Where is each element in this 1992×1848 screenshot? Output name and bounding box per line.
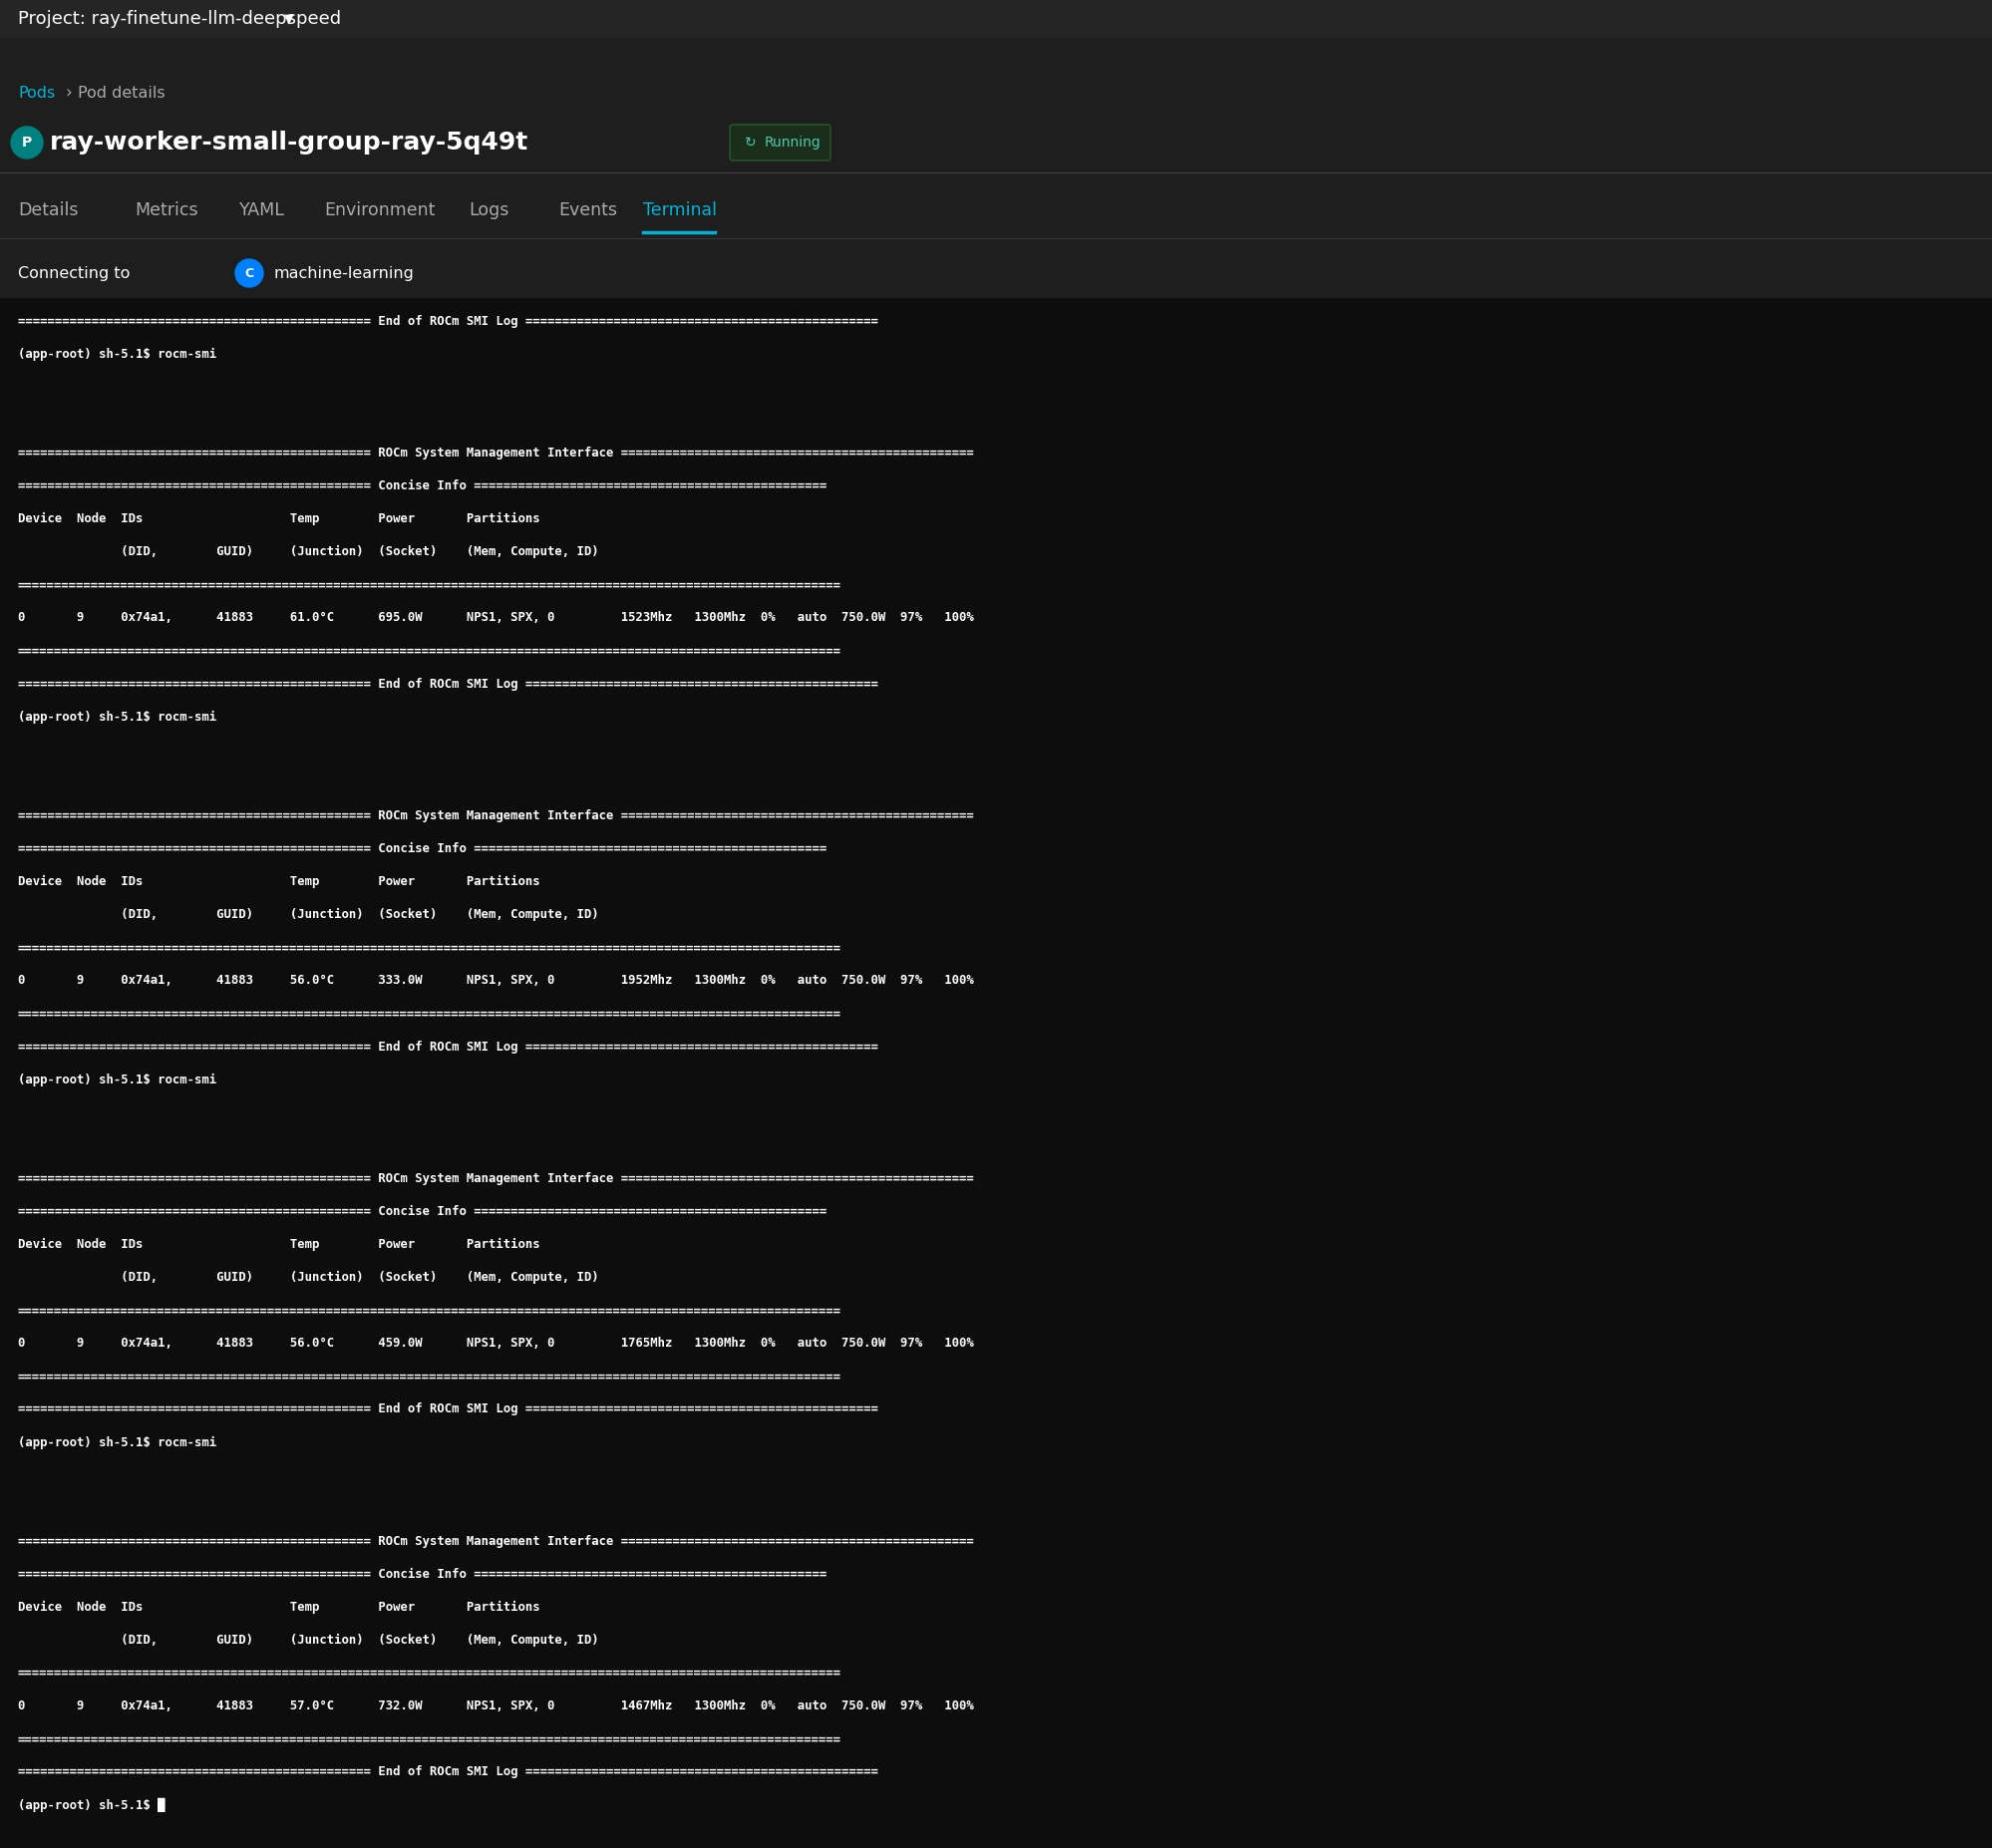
- Text: ================================================================================: ========================================…: [18, 1667, 841, 1680]
- Text: (app-root) sh-5.1$ rocm-smi: (app-root) sh-5.1$ rocm-smi: [18, 1074, 217, 1087]
- Text: Project: ray-finetune-llm-deepspeed: Project: ray-finetune-llm-deepspeed: [18, 9, 341, 28]
- Text: ================================================ Concise Info ==================: ========================================…: [18, 1205, 827, 1218]
- Text: ================================================ End of ROCm SMI Log ===========: ========================================…: [18, 1765, 878, 1778]
- Text: ›: ›: [66, 83, 72, 102]
- Text: C: C: [245, 266, 253, 279]
- Text: (app-root) sh-5.1$ rocm-smi: (app-root) sh-5.1$ rocm-smi: [18, 347, 217, 360]
- Text: (DID,        GUID)     (Junction)  (Socket)    (Mem, Compute, ID): (DID, GUID) (Junction) (Socket) (Mem, Co…: [18, 545, 598, 558]
- FancyBboxPatch shape: [729, 124, 831, 161]
- Text: ↻: ↻: [745, 135, 757, 150]
- Text: ray-worker-small-group-ray-5q49t: ray-worker-small-group-ray-5q49t: [50, 131, 528, 155]
- Text: Connecting to: Connecting to: [18, 266, 129, 281]
- Text: (app-root) sh-5.1$ rocm-smi: (app-root) sh-5.1$ rocm-smi: [18, 710, 217, 723]
- Text: ================================================ ROCm System Management Interfac: ========================================…: [18, 809, 974, 822]
- Text: 0       9     0x74a1,      41883     56.0°C      333.0W      NPS1, SPX, 0       : 0 9 0x74a1, 41883 56.0°C 333.0W NPS1, SP…: [18, 974, 974, 987]
- Text: ▼: ▼: [285, 13, 293, 26]
- FancyBboxPatch shape: [0, 298, 1992, 1848]
- Text: (DID,        GUID)     (Junction)  (Socket)    (Mem, Compute, ID): (DID, GUID) (Junction) (Socket) (Mem, Co…: [18, 1634, 598, 1647]
- Text: (DID,        GUID)     (Junction)  (Socket)    (Mem, Compute, ID): (DID, GUID) (Junction) (Socket) (Mem, Co…: [18, 907, 598, 922]
- Text: ================================================ ROCm System Management Interfac: ========================================…: [18, 1536, 974, 1549]
- Text: ================================================ End of ROCm SMI Log ===========: ========================================…: [18, 1040, 878, 1053]
- Text: Details: Details: [18, 201, 78, 220]
- Text: Device  Node  IDs                    Temp        Power       Partitions: Device Node IDs Temp Power Partitions: [18, 512, 540, 525]
- Text: Terminal: Terminal: [643, 201, 717, 220]
- Text: ================================================================================: ========================================…: [18, 1369, 841, 1382]
- Text: (DID,        GUID)     (Junction)  (Socket)    (Mem, Compute, ID): (DID, GUID) (Junction) (Socket) (Mem, Co…: [18, 1271, 598, 1284]
- Text: ================================================ End of ROCm SMI Log ===========: ========================================…: [18, 1403, 878, 1416]
- Text: ================================================ End of ROCm SMI Log ===========: ========================================…: [18, 678, 878, 691]
- Text: Pod details: Pod details: [78, 85, 165, 100]
- Text: 0       9     0x74a1,      41883     61.0°C      695.0W      NPS1, SPX, 0       : 0 9 0x74a1, 41883 61.0°C 695.0W NPS1, SP…: [18, 612, 974, 625]
- Text: (app-root) sh-5.1$ rocm-smi: (app-root) sh-5.1$ rocm-smi: [18, 1436, 217, 1449]
- Text: Metrics: Metrics: [135, 201, 197, 220]
- Text: Device  Node  IDs                    Temp        Power       Partitions: Device Node IDs Temp Power Partitions: [18, 1600, 540, 1613]
- Text: ================================================================================: ========================================…: [18, 941, 841, 954]
- Text: YAML: YAML: [239, 201, 285, 220]
- Text: ================================================ Concise Info ==================: ========================================…: [18, 479, 827, 492]
- Text: Device  Node  IDs                    Temp        Power       Partitions: Device Node IDs Temp Power Partitions: [18, 1238, 540, 1251]
- Text: 0       9     0x74a1,      41883     57.0°C      732.0W      NPS1, SPX, 0       : 0 9 0x74a1, 41883 57.0°C 732.0W NPS1, SP…: [18, 1700, 974, 1713]
- Text: Pods: Pods: [18, 85, 56, 100]
- Text: ================================================ End of ROCm SMI Log ===========: ========================================…: [18, 314, 878, 327]
- Text: Running: Running: [765, 135, 821, 150]
- Text: ================================================ Concise Info ==================: ========================================…: [18, 1567, 827, 1580]
- Text: 0       9     0x74a1,      41883     56.0°C      459.0W      NPS1, SPX, 0       : 0 9 0x74a1, 41883 56.0°C 459.0W NPS1, SP…: [18, 1336, 974, 1349]
- Text: P: P: [22, 135, 32, 150]
- Circle shape: [12, 128, 44, 159]
- Text: ================================================================================: ========================================…: [18, 1305, 841, 1318]
- Text: ================================================ ROCm System Management Interfac: ========================================…: [18, 447, 974, 460]
- Text: Logs: Logs: [468, 201, 508, 220]
- Text: ================================================================================: ========================================…: [18, 1007, 841, 1020]
- Text: ================================================ Concise Info ==================: ========================================…: [18, 843, 827, 856]
- Text: ================================================================================: ========================================…: [18, 1733, 841, 1746]
- Text: machine-learning: machine-learning: [275, 266, 414, 281]
- Text: ================================================ ROCm System Management Interfac: ========================================…: [18, 1172, 974, 1185]
- FancyBboxPatch shape: [0, 0, 1992, 37]
- Text: ================================================================================: ========================================…: [18, 645, 841, 658]
- Text: Events: Events: [558, 201, 618, 220]
- Circle shape: [235, 259, 263, 286]
- Text: ================================================================================: ========================================…: [18, 578, 841, 591]
- Text: (app-root) sh-5.1$ █: (app-root) sh-5.1$ █: [18, 1798, 165, 1813]
- Text: Environment: Environment: [325, 201, 434, 220]
- Text: Device  Node  IDs                    Temp        Power       Partitions: Device Node IDs Temp Power Partitions: [18, 876, 540, 889]
